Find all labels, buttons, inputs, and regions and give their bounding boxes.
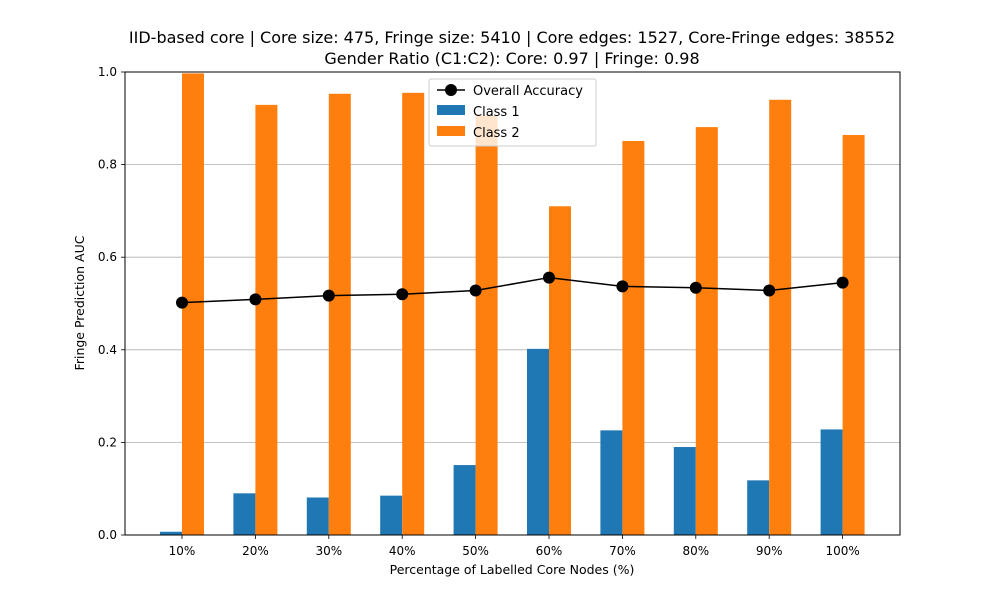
accuracy-point-7 [689,281,702,294]
plot-frame [124,71,901,536]
x-tick-label-4: 50% [462,544,489,558]
accuracy-point-8 [763,284,776,297]
bar-class-2-8 [769,99,792,535]
x-tick-label-8: 90% [756,544,783,558]
y-tick-label-3: 0.6 [98,250,117,264]
accuracy-point-2 [322,289,335,302]
y-tick-label-1: 0.2 [98,435,117,449]
bar-class-1-2 [306,497,329,535]
x-tick-label-2: 30% [315,544,342,558]
bar-class-2-0 [182,73,204,535]
bars [160,73,865,536]
accuracy-line [176,271,849,309]
y-tick-label-2: 0.4 [98,343,117,357]
y-tick-label-0: 0.0 [98,528,117,542]
legend-label-class-1: Class 1 [473,105,520,120]
legend-label-class-2: Class 2 [473,126,520,141]
legend-swatch-class-2 [437,126,465,136]
accuracy-point-5 [543,271,555,284]
accuracy-point-1 [249,293,262,306]
x-tick-label-0: 10% [169,544,196,558]
bar-class-1-4 [453,465,476,535]
x-tick-label-6: 70% [609,544,636,558]
bar-class-2-6 [622,140,645,535]
overall-accuracy-line [181,276,843,304]
legend-box [428,78,597,147]
legend: Overall Accuracy Class 1 Class 2 [428,78,597,147]
y-axis-label: Fringe Prediction AUC [72,235,87,370]
bar-class-1-3 [380,495,403,535]
bar-class-2-3 [402,92,425,536]
y-tick-label-4: 0.8 [98,158,117,172]
bar-class-2-7 [695,127,718,536]
x-axis-label: Percentage of Labelled Core Nodes (%) [390,562,635,577]
bar-class-2-1 [255,104,278,536]
x-tick-label-7: 80% [682,544,709,558]
x-tick-label-9: 100% [825,544,859,558]
x-tick-label-1: 20% [242,544,269,558]
bar-class-1-0 [160,531,182,535]
bar-class-1-7 [673,447,696,535]
chart-title-line-2: Gender Ratio (C1:C2): Core: 0.97 | Fring… [324,49,699,68]
legend-marker-swatch [445,84,457,96]
bar-class-2-4 [475,115,498,535]
accuracy-point-3 [396,288,409,301]
bar-class-1-5 [527,348,549,535]
accuracy-point-9 [836,276,849,289]
bar-class-2-9 [842,134,865,535]
x-tick-label-3: 40% [389,544,416,558]
accuracy-point-6 [616,280,629,293]
bar-class-1-8 [747,480,770,535]
bar-class-2-2 [328,93,351,536]
y-tick-label-5: 1.0 [98,65,117,79]
chart-title-line-1: IID-based core | Core size: 475, Fringe … [129,28,895,47]
bar-class-2-5 [549,206,571,535]
bar-class-1-1 [233,493,256,535]
accuracy-point-4 [469,284,482,297]
legend-swatch-class-1 [437,105,465,115]
axis-ticks: 0.0 0.2 0.4 0.6 0.8 1.0 10% 20% 30% 40% 50% 60% 70% 8… [98,65,860,558]
x-tick-label-5: 60% [536,544,563,558]
legend-label-overall-accuracy: Overall Accuracy [473,84,583,99]
bar-class-1-6 [600,430,623,535]
accuracy-point-0 [176,296,188,309]
bar-class-1-9 [820,429,843,535]
